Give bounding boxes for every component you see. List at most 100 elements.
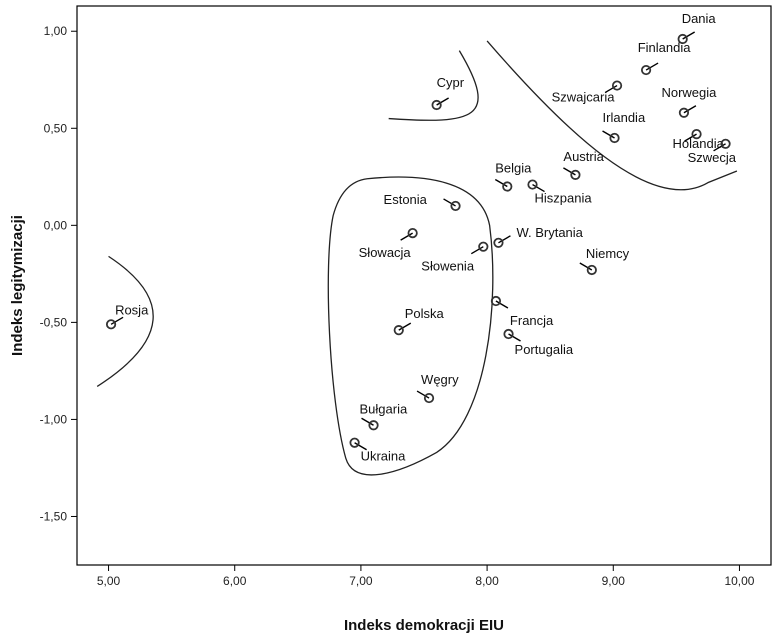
point-label: Francja — [510, 313, 554, 328]
x-tick-label: 6,00 — [223, 574, 247, 588]
point-leader-line — [579, 262, 593, 271]
point-label: Belgia — [495, 161, 532, 176]
y-tick-label: 0,00 — [44, 218, 68, 232]
point-label: Rosja — [115, 302, 149, 317]
x-tick-label: 9,00 — [602, 574, 626, 588]
point-marker — [609, 132, 620, 144]
point-label: Holandia — [673, 136, 725, 151]
point-label: Hiszpania — [535, 191, 593, 206]
point-leader-line — [602, 130, 615, 139]
data-point: Szwajcaria — [552, 80, 623, 105]
point-leader-line — [361, 417, 374, 426]
data-point: Estonia — [384, 192, 461, 212]
point-leader-line — [110, 316, 124, 325]
data-point: Norwegia — [661, 85, 717, 118]
point-leader-line — [682, 31, 696, 40]
point-marker — [393, 325, 404, 336]
point-leader-line — [398, 322, 412, 331]
point-label: Austria — [563, 149, 604, 164]
curve-cypr — [388, 50, 479, 121]
point-leader-line — [400, 232, 413, 241]
data-point: Dania — [677, 11, 717, 45]
point-marker — [423, 392, 435, 404]
point-label: Ukraina — [361, 449, 407, 464]
plot-frame — [76, 5, 772, 566]
point-leader-line — [713, 143, 726, 152]
data-point: Rosja — [105, 302, 149, 330]
point-label: Słowenia — [421, 259, 475, 274]
point-label: Polska — [405, 306, 445, 321]
data-point: Szwecja — [688, 138, 737, 165]
data-point: Hiszpania — [527, 179, 593, 206]
data-point: Cypr — [431, 75, 465, 111]
curve-middle — [327, 176, 494, 476]
data-point: Portugalia — [503, 328, 574, 357]
point-leader-line — [683, 105, 697, 114]
point-marker — [493, 237, 504, 248]
point-marker — [503, 328, 514, 340]
point-marker — [490, 295, 502, 307]
data-point: Austria — [563, 149, 605, 180]
point-leader-line — [443, 198, 456, 207]
point-leader-line — [645, 62, 659, 71]
y-axis-title: Indeks legitymizacji — [9, 215, 26, 356]
point-marker — [586, 264, 597, 276]
point-label: W. Brytania — [516, 225, 583, 240]
x-axis-title: Indeks demokracji EIU — [344, 617, 504, 634]
point-label: Irlandia — [603, 110, 646, 125]
point-marker — [527, 179, 538, 190]
point-label: Niemcy — [586, 246, 630, 261]
data-point: Polska — [393, 306, 445, 336]
data-point: Niemcy — [579, 246, 630, 276]
point-leader-line — [416, 390, 430, 399]
x-tick-label: 5,00 — [97, 574, 121, 588]
point-label: Portugalia — [515, 342, 574, 357]
cluster-curves — [96, 40, 738, 476]
y-tick-label: 1,00 — [44, 24, 68, 38]
data-point: Węgry — [416, 372, 459, 404]
y-tick-label: -0,50 — [40, 315, 68, 329]
data-point: Słowenia — [421, 241, 489, 274]
point-leader-line — [498, 235, 511, 244]
point-label: Szwecja — [688, 150, 737, 165]
data-point: W. Brytania — [493, 225, 584, 248]
point-marker — [640, 64, 652, 76]
point-marker — [611, 80, 623, 91]
point-leader-line — [532, 183, 545, 193]
x-axis-ticks: 5,00 6,00 7,00 8,00 9,00 10,00 — [97, 565, 755, 588]
data-point: Finlandia — [638, 40, 692, 76]
data-point: Francja — [490, 295, 554, 328]
y-tick-label: 0,50 — [44, 121, 68, 135]
data-points: Dania Finlandia Szwajcaria Norwegia Irlandia… — [105, 11, 737, 464]
point-marker — [450, 200, 461, 212]
point-marker — [691, 129, 702, 140]
point-marker — [570, 169, 581, 180]
point-leader-line — [563, 167, 576, 176]
point-leader-line — [508, 333, 521, 342]
point-leader-line — [604, 84, 618, 94]
y-tick-label: -1,00 — [40, 412, 68, 426]
point-marker — [478, 241, 489, 252]
point-leader-line — [354, 442, 367, 451]
x-tick-label: 10,00 — [724, 574, 754, 588]
point-label: Szwajcaria — [552, 90, 616, 105]
y-tick-label: -1,50 — [40, 509, 68, 523]
curve-left — [96, 255, 154, 387]
point-marker — [678, 107, 690, 118]
curve-top-right — [486, 40, 738, 191]
point-leader-line — [495, 300, 509, 309]
point-marker — [407, 227, 418, 239]
point-label: Bułgaria — [360, 401, 408, 416]
point-leader-line — [470, 246, 484, 255]
data-point: Słowacja — [359, 227, 418, 260]
point-label: Finlandia — [638, 40, 692, 55]
x-tick-label: 7,00 — [349, 574, 373, 588]
data-point: Bułgaria — [360, 401, 408, 431]
point-marker — [720, 138, 731, 149]
x-tick-label: 8,00 — [475, 574, 499, 588]
data-point: Holandia — [673, 129, 725, 151]
data-point: Belgia — [494, 161, 532, 192]
y-axis-ticks: 1,00 0,50 0,00 -0,50 -1,00 -1,50 — [40, 24, 77, 523]
point-label: Dania — [682, 11, 717, 26]
point-marker — [677, 33, 688, 45]
